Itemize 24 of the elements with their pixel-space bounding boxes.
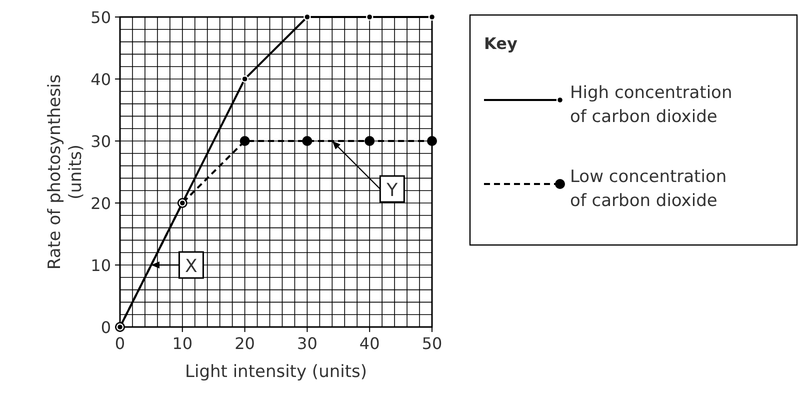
- x-tick-label: 10: [172, 334, 193, 353]
- point: [241, 75, 248, 83]
- y-axis-title: Rate of photosynthesis (units): [45, 74, 86, 270]
- x-tick-label: 40: [359, 334, 380, 353]
- annotation: Y: [386, 180, 399, 201]
- point: [427, 136, 437, 146]
- x-tick-label: 30: [297, 334, 318, 353]
- point: [240, 136, 250, 146]
- x-axis-title: Light intensity (units): [185, 362, 367, 382]
- legend-label: Low concentration of carbon dioxide: [570, 167, 727, 211]
- y-tick-label: 20: [90, 194, 111, 213]
- x-tick-label: 50: [422, 334, 442, 353]
- y-tick-label: 50: [90, 8, 111, 27]
- annotation: X: [185, 256, 198, 277]
- y-tick-label: 0: [100, 318, 111, 337]
- point: [302, 136, 312, 146]
- x-tick-label: 20: [234, 334, 255, 353]
- x-tick-label: 0: [114, 334, 126, 353]
- legend-label: High concentration of carbon dioxide: [570, 83, 732, 127]
- point: [364, 136, 375, 146]
- y-tick-label: 40: [90, 70, 111, 89]
- legend-title: Key: [484, 34, 518, 53]
- y-tick-label: 30: [90, 132, 111, 151]
- y-tick-label: 10: [90, 256, 111, 275]
